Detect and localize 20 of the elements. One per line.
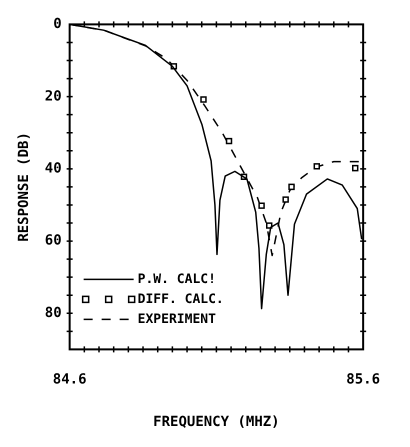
legend-label: DIFF. CALC. [138, 292, 224, 307]
legend-label: P.W. CALC! [138, 272, 216, 287]
x-axis-title: FREQUENCY (MHZ) [153, 414, 280, 430]
point [200, 96, 207, 103]
legend-label: EXPERIMENT [138, 312, 216, 327]
point [352, 164, 358, 172]
y-tick-label: 80 [44, 304, 62, 321]
point [266, 222, 272, 229]
y-axis-title: RESPONSE (DB) [16, 132, 32, 242]
y-tick-label: 40 [44, 160, 62, 176]
point [314, 163, 320, 170]
point [282, 196, 289, 203]
x-tick-label: 84.6 [52, 371, 87, 388]
point [288, 184, 295, 190]
point [226, 138, 232, 144]
x-tick-label: 85.6 [346, 371, 380, 388]
y-tick-label: 20 [44, 88, 62, 104]
point [258, 202, 265, 209]
y-tick-label: 0 [53, 16, 62, 32]
y-tick-label: 60 [44, 232, 62, 249]
